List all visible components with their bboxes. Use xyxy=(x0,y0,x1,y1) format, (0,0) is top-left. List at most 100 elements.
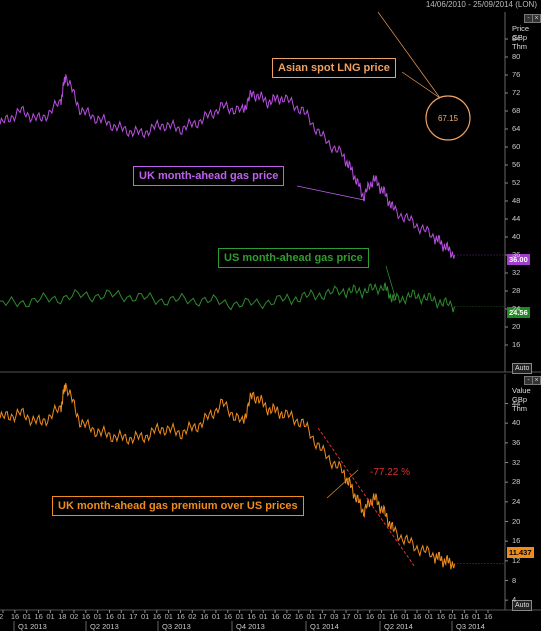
x-tick-label: 16 xyxy=(484,612,493,621)
x-tick-label: 16 xyxy=(247,612,256,621)
date-range-text: 14/06/2010 - 25/09/2014 (LON) xyxy=(425,0,537,9)
x-tick-label: 01 xyxy=(377,612,386,621)
x-tick-label: 01 xyxy=(306,612,315,621)
x-tick-label: 02 xyxy=(188,612,197,621)
y-tick-label: 80 xyxy=(512,52,521,61)
uk-callout-connector xyxy=(296,185,365,201)
x-tick-label: 01 xyxy=(353,612,363,621)
y-tick-label: 12 xyxy=(512,555,521,565)
quarter-label: Q2 2013 xyxy=(90,622,119,631)
y-tick-label: 64 xyxy=(512,124,521,133)
x-tick-label: 16 xyxy=(365,612,375,621)
us-gas-callout: US month-ahead gas price xyxy=(218,248,369,268)
x-tick-label: 16 xyxy=(81,612,91,621)
x-tick-label: 01 xyxy=(235,612,244,621)
y-tick-label: 4 xyxy=(512,595,517,605)
y-tick-label: 16 xyxy=(512,340,521,349)
y-tick-label: 40 xyxy=(512,232,521,241)
quarter-label: Q1 2014 xyxy=(310,622,339,631)
x-tick-label: 01 xyxy=(472,612,481,621)
y-tick-label: 44 xyxy=(512,398,521,408)
lng-callout: Asian spot LNG price xyxy=(272,58,396,78)
x-tick-label: 16 xyxy=(152,612,162,621)
uk-last-value-badge: 36.00 xyxy=(507,254,530,265)
quarter-label: Q4 2013 xyxy=(236,622,265,631)
top-panel-ylabel: Price GBp Thm xyxy=(512,24,529,51)
quarter-label: Q1 2013 xyxy=(18,622,47,631)
y-tick-label: 36 xyxy=(512,250,521,259)
y-tick-label: 60 xyxy=(512,142,521,151)
quarter-label: Q3 2014 xyxy=(456,622,485,631)
y-tick-label: 84 xyxy=(512,34,521,43)
y-tick-label: 52 xyxy=(512,178,521,187)
premium-callout: UK month-ahead gas premium over US price… xyxy=(52,496,304,516)
y-tick-label: 8 xyxy=(512,575,517,585)
y-tick-label: 44 xyxy=(512,214,521,223)
bottom-ylabel-line-3: Thm xyxy=(512,404,527,413)
x-tick-label: 16 xyxy=(105,612,114,621)
lng-connector-line xyxy=(377,11,441,99)
x-tick-label: 16 xyxy=(389,612,398,621)
x-tick-label: 02 xyxy=(69,612,79,621)
x-tick-label: 2 xyxy=(0,612,4,621)
x-tick-label: 16 xyxy=(176,612,185,621)
bottom-ylabel-line-2: GBp xyxy=(512,395,528,404)
y-tick-label: 28 xyxy=(512,286,521,295)
top-ylabel-line-3: Thm xyxy=(512,42,527,51)
x-tick-label: 17 xyxy=(129,612,138,621)
y-tick-label: 16 xyxy=(512,536,521,546)
date-range-header: 14/06/2010 - 25/09/2014 (LON) xyxy=(0,0,541,10)
x-tick-label: 01 xyxy=(259,612,268,621)
trend-line xyxy=(317,427,415,567)
y-tick-label: 72 xyxy=(512,88,521,97)
bottom-panel-ylabel: Value GBp Thm xyxy=(512,386,531,413)
y-tick-label: 36 xyxy=(512,437,521,447)
x-tick-label: 16 xyxy=(34,612,43,621)
x-tick-label: 01 xyxy=(424,612,434,621)
x-tick-label: 17 xyxy=(318,612,327,621)
x-tick-label: 01 xyxy=(140,612,150,621)
x-tick-label: 02 xyxy=(282,612,292,621)
bottom-auto-button[interactable]: Auto xyxy=(512,600,533,611)
top-auto-button[interactable]: Auto xyxy=(512,363,533,374)
top-panel-close-icon[interactable]: × xyxy=(532,14,541,23)
y-tick-label: 24 xyxy=(512,304,521,313)
x-tick-label: 01 xyxy=(117,612,126,621)
y-tick-label: 76 xyxy=(512,70,521,79)
y-tick-label: 32 xyxy=(512,457,521,467)
x-tick-label: 01 xyxy=(448,612,457,621)
x-tick-label: 16 xyxy=(271,612,280,621)
y-tick-label: 24 xyxy=(512,496,521,506)
x-tick-label: 01 xyxy=(164,612,173,621)
y-tick-label: 20 xyxy=(512,322,521,331)
x-tick-label: 03 xyxy=(330,612,339,621)
series-line-1-0 xyxy=(0,382,455,570)
y-tick-label: 56 xyxy=(512,160,521,169)
series-line-0-1 xyxy=(0,282,455,313)
x-tick-label: 01 xyxy=(401,612,410,621)
x-tick-label: 01 xyxy=(93,612,102,621)
series-line-0-0 xyxy=(0,74,455,259)
x-tick-label: 16 xyxy=(436,612,446,621)
bottom-panel-close-icon[interactable]: × xyxy=(532,376,541,385)
y-tick-label: 48 xyxy=(512,196,521,205)
top-ylabel-line-1: Price xyxy=(512,24,530,33)
y-tick-label: 20 xyxy=(512,516,521,526)
premium-last-value-badge: 11.437 xyxy=(507,547,534,558)
bottom-ylabel-line-1: Value xyxy=(512,386,531,395)
lng-value-label: 67.15 xyxy=(437,114,459,123)
change-pct-label: -77.22 % xyxy=(370,467,411,478)
y-tick-label: 68 xyxy=(512,106,521,115)
x-tick-label: 16 xyxy=(294,612,304,621)
premium-callout-connector xyxy=(326,469,359,499)
y-tick-label: 40 xyxy=(512,418,521,428)
us-last-value-badge: 24.56 xyxy=(507,307,530,318)
x-tick-label: 16 xyxy=(10,612,20,621)
x-tick-label: 16 xyxy=(223,612,233,621)
quarter-label: Q3 2013 xyxy=(162,622,191,631)
top-ylabel-line-2: GBp xyxy=(512,33,528,42)
y-tick-label: 28 xyxy=(512,477,521,487)
us-callout-connector xyxy=(385,265,397,301)
lng-value-circle xyxy=(425,95,471,141)
